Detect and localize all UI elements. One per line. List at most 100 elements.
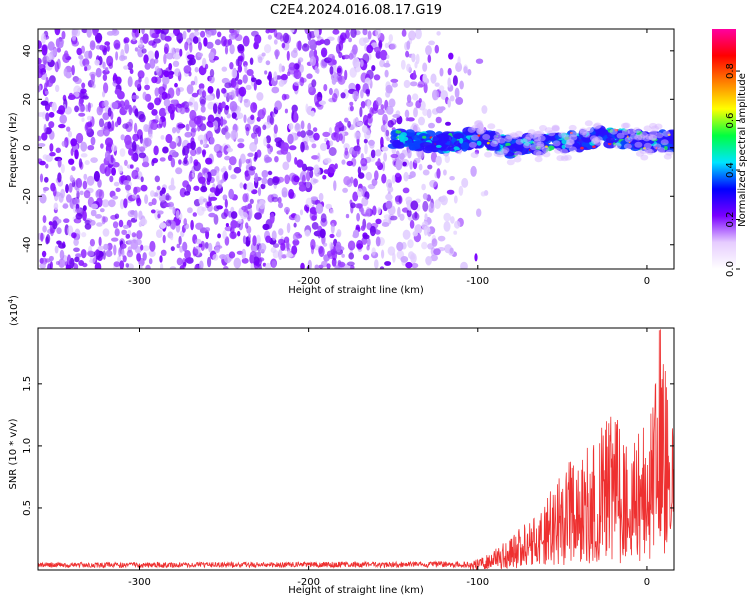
noise-blob: [425, 256, 432, 265]
noise-blob: [226, 148, 233, 153]
noise-blob: [331, 223, 335, 234]
noise-blob: [275, 50, 278, 59]
noise-blob: [311, 79, 316, 87]
ridge-halo: [665, 150, 673, 156]
noise-blob: [448, 68, 452, 75]
noise-blob: [443, 213, 451, 222]
noise-blob: [79, 100, 82, 107]
noise-blob: [46, 77, 49, 88]
noise-blob: [155, 66, 160, 73]
noise-blob: [403, 230, 411, 240]
noise-blob: [55, 246, 59, 254]
noise-blob: [346, 214, 349, 218]
noise-blob: [187, 84, 194, 94]
noise-blob: [422, 201, 428, 212]
noise-blob: [274, 39, 278, 44]
noise-blob: [139, 152, 146, 158]
noise-blob: [381, 174, 386, 184]
noise-blob: [383, 152, 387, 161]
noise-blob: [365, 89, 369, 94]
noise-blob: [411, 53, 415, 62]
noise-blob: [262, 170, 269, 178]
noise-blob: [332, 29, 339, 34]
noise-blob: [116, 188, 121, 192]
noise-blob: [138, 211, 142, 221]
noise-blob: [76, 178, 82, 188]
noise-blob: [388, 120, 394, 128]
noise-blob: [216, 205, 223, 209]
spectrogram-y-tick-label: -40: [22, 237, 33, 253]
noise-blob: [136, 239, 142, 245]
noise-blob: [90, 157, 98, 163]
noise-blob: [115, 228, 120, 236]
noise-blob: [81, 46, 85, 54]
noise-blob: [193, 36, 199, 44]
noise-blob: [230, 220, 237, 229]
noise-blob: [376, 97, 382, 106]
noise-blob: [37, 136, 42, 141]
noise-blob: [128, 76, 133, 87]
noise-blob: [243, 235, 246, 244]
noise-blob: [406, 117, 409, 121]
noise-blob: [181, 103, 185, 108]
noise-blob: [278, 249, 283, 260]
noise-blob: [422, 221, 429, 230]
noise-blob: [222, 230, 227, 239]
noise-blob: [288, 189, 294, 199]
noise-blob: [177, 258, 183, 266]
noise-blob: [267, 144, 271, 149]
noise-blob: [108, 62, 113, 69]
snr-x-tick-label: -100: [466, 577, 489, 588]
noise-blob: [39, 161, 46, 166]
noise-blob: [353, 178, 358, 187]
noise-blob: [278, 228, 283, 235]
ridge-halo: [593, 124, 601, 130]
noise-blob: [56, 227, 61, 234]
noise-blob: [70, 138, 77, 146]
noise-blob: [268, 171, 273, 175]
noise-blob: [250, 58, 254, 65]
ridge-halo: [624, 143, 632, 149]
noise-blob: [293, 233, 299, 241]
noise-blob: [254, 212, 262, 219]
noise-blob: [294, 157, 297, 165]
noise-blob: [246, 182, 254, 192]
noise-blob: [52, 102, 57, 112]
noise-blob: [92, 26, 98, 36]
noise-blob: [205, 158, 212, 165]
noise-blob: [206, 95, 214, 101]
noise-blob: [273, 71, 277, 81]
noise-blob: [137, 111, 145, 120]
noise-blob: [361, 225, 365, 231]
noise-blob: [56, 261, 60, 265]
noise-blob: [282, 94, 287, 101]
noise-blob: [436, 106, 444, 113]
noise-blob: [58, 124, 65, 128]
noise-blob: [155, 115, 159, 122]
noise-blob: [168, 88, 175, 99]
noise-blob: [240, 154, 246, 164]
noise-blob: [311, 196, 318, 200]
colorbar-tick-label: 0.4: [725, 162, 736, 178]
noise-blob: [191, 128, 196, 137]
noise-blob: [54, 203, 59, 211]
noise-blob: [205, 227, 211, 232]
noise-blob: [285, 109, 288, 114]
noise-blob: [132, 194, 138, 199]
noise-blob: [107, 121, 111, 129]
noise-blob: [225, 46, 228, 55]
noise-blob: [301, 120, 305, 129]
noise-blob: [144, 85, 150, 91]
noise-blob: [205, 64, 208, 69]
noise-blob: [385, 43, 389, 48]
ridge-blob: [395, 130, 401, 133]
noise-blob: [386, 106, 394, 115]
noise-blob: [453, 75, 458, 86]
noise-blob: [377, 207, 381, 214]
noise-blob: [320, 39, 325, 44]
noise-blob: [119, 220, 124, 228]
noise-blob: [268, 71, 272, 82]
noise-blob: [41, 101, 49, 106]
spectrogram-y-tick-label: 40: [22, 44, 33, 57]
noise-blob: [282, 43, 286, 49]
